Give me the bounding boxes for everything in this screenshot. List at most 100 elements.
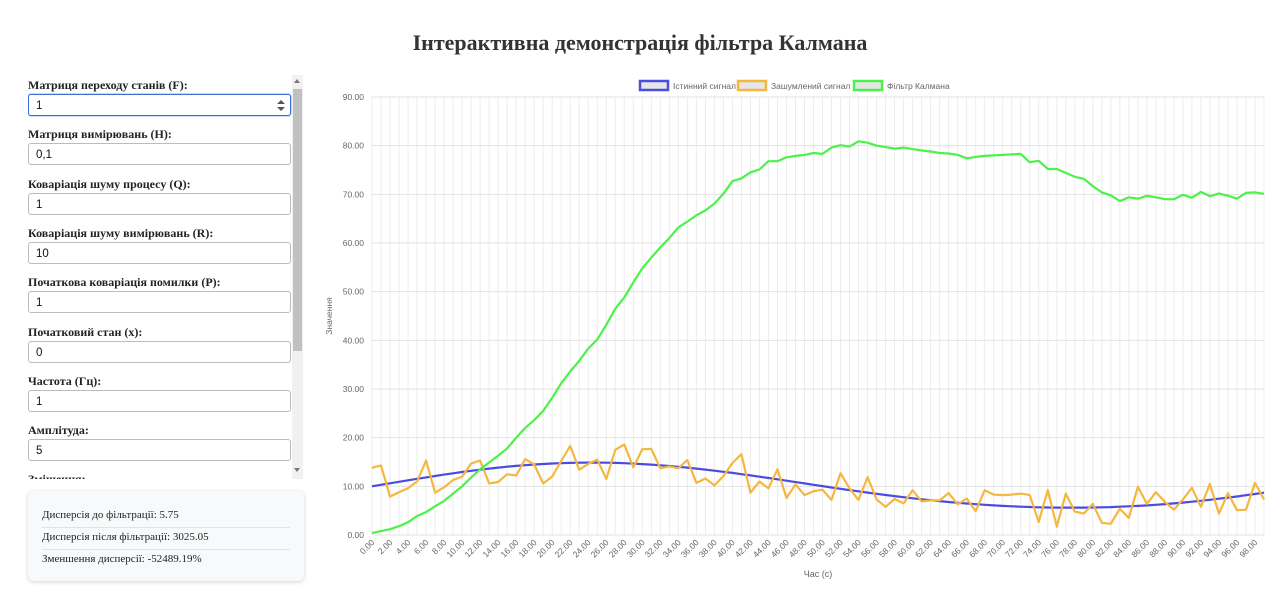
field-input[interactable]: 1	[28, 94, 291, 116]
control-field: Частота (Гц): 1	[28, 373, 292, 412]
x-tick-label: 58.00	[877, 537, 899, 559]
y-tick-label: 40.00	[343, 335, 365, 345]
series-line-1	[371, 443, 1265, 528]
x-tick-label: 36.00	[679, 537, 701, 559]
field-input[interactable]: 1	[28, 291, 291, 314]
x-tick-label: 46.00	[769, 537, 791, 559]
scroll-down-icon[interactable]	[294, 468, 300, 472]
x-tick-label: 82.00	[1093, 537, 1115, 559]
y-tick-label: 60.00	[343, 238, 365, 248]
field-value: 5	[36, 445, 43, 458]
field-label: Коваріація шуму процесу (Q):	[28, 176, 191, 191]
y-tick-label: 0.00	[347, 530, 364, 540]
field-label: Початковий стан (x):	[28, 324, 143, 339]
legend-swatch	[736, 79, 768, 92]
x-tick-label: 44.00	[751, 537, 773, 559]
x-tick-label: 76.00	[1039, 537, 1061, 559]
spinner-arrows-icon[interactable]	[277, 99, 285, 113]
controls-scrollbar[interactable]	[292, 75, 303, 479]
field-value: 0,1	[36, 149, 52, 162]
x-tick-label: 30.00	[625, 537, 647, 559]
control-field: Початкова коваріація помилки (P): 1	[28, 274, 292, 314]
y-tick-label: 70.00	[343, 189, 365, 199]
y-tick-label: 10.00	[343, 481, 365, 491]
x-tick-label: 26.00	[589, 537, 611, 559]
x-tick-label: 22.00	[553, 537, 575, 559]
field-value: 1	[36, 395, 43, 408]
x-tick-label: 94.00	[1201, 537, 1223, 559]
x-tick-label: 18.00	[516, 537, 538, 559]
x-tick-label: 34.00	[661, 537, 683, 559]
x-tick-label: 32.00	[643, 537, 665, 559]
field-value: 0	[36, 346, 43, 359]
x-tick-label: 68.00	[967, 537, 989, 559]
x-tick-label: 10.00	[444, 537, 466, 559]
y-tick-label: 50.00	[343, 287, 365, 297]
x-tick-label: 2.00	[376, 537, 395, 556]
field-label: Матриця вимірювань (H):	[28, 127, 172, 142]
field-label: Коваріація шуму вимірювань (R):	[28, 225, 214, 240]
scroll-up-icon[interactable]	[294, 79, 300, 83]
field-value: 1	[36, 198, 43, 211]
legend-swatch	[638, 79, 670, 92]
x-tick-label: 50.00	[805, 537, 827, 559]
legend-swatch	[852, 79, 884, 92]
x-tick-label: 98.00	[1237, 537, 1259, 559]
field-value: 10	[36, 247, 49, 260]
legend-label[interactable]: Фільтр Калмана	[887, 81, 950, 91]
x-tick-label: 42.00	[733, 537, 755, 559]
series-line-2	[371, 140, 1265, 535]
x-tick-label: 70.00	[985, 537, 1007, 559]
x-tick-label: 6.00	[412, 537, 431, 556]
control-field: Матриця вимірювань (H): 0,1	[28, 126, 292, 166]
x-axis-label: Час (с)	[804, 569, 833, 579]
x-tick-label: 52.00	[823, 537, 845, 559]
y-tick-label: 90.00	[343, 92, 365, 102]
x-tick-label: 28.00	[607, 537, 629, 559]
stats-divider	[42, 527, 290, 528]
field-input[interactable]: 1	[28, 192, 291, 215]
variance-after: Дисперсія після фільтрації: 3025.05	[42, 531, 209, 543]
field-label: Початкова коваріація помилки (P):	[28, 275, 221, 290]
field-input[interactable]: 0,1	[28, 143, 291, 166]
x-tick-label: 86.00	[1129, 537, 1151, 559]
legend-label[interactable]: Зашумлений сигнал	[771, 81, 850, 91]
x-tick-label: 62.00	[913, 537, 935, 559]
x-tick-label: 60.00	[895, 537, 917, 559]
variance-reduction: Зменшення дисперсії: -52489.19%	[42, 553, 202, 565]
x-tick-label: 64.00	[931, 537, 953, 559]
x-tick-label: 88.00	[1147, 537, 1169, 559]
y-tick-label: 30.00	[343, 384, 365, 394]
x-tick-label: 74.00	[1021, 537, 1043, 559]
field-input[interactable]: 5	[28, 439, 291, 462]
control-field: Коваріація шуму процесу (Q): 1	[28, 176, 292, 215]
x-tick-label: 96.00	[1219, 537, 1241, 559]
variance-before: Дисперсія до фільтрації: 5.75	[42, 509, 179, 521]
x-tick-label: 4.00	[394, 537, 413, 556]
x-tick-label: 38.00	[697, 537, 719, 559]
y-axis-label: Значення	[324, 297, 334, 335]
x-tick-label: 80.00	[1075, 537, 1097, 559]
legend-label[interactable]: Істинний сигнал	[673, 81, 736, 91]
field-value: 1	[36, 100, 43, 112]
control-field: Амплітуда: 5	[28, 422, 292, 462]
x-tick-label: 66.00	[949, 537, 971, 559]
x-tick-label: 54.00	[841, 537, 863, 559]
field-input[interactable]: 10	[28, 241, 291, 264]
stats-divider	[42, 549, 290, 550]
x-tick-label: 24.00	[571, 537, 593, 559]
field-input[interactable]: 1	[28, 389, 291, 412]
stats-panel: Дисперсія до фільтрації: 5.75 Дисперсія …	[28, 491, 304, 581]
x-tick-label: 16.00	[498, 537, 520, 559]
field-value: 1	[36, 297, 43, 310]
field-label: Амплітуда:	[28, 423, 89, 438]
control-field: Зміщення:	[28, 471, 292, 479]
x-tick-label: 72.00	[1003, 537, 1025, 559]
x-tick-label: 92.00	[1183, 537, 1205, 559]
control-field: Коваріація шуму вимірювань (R): 10	[28, 225, 292, 264]
x-tick-label: 84.00	[1111, 537, 1133, 559]
x-tick-label: 40.00	[715, 537, 737, 559]
scroll-thumb[interactable]	[293, 89, 302, 351]
x-tick-label: 48.00	[787, 537, 809, 559]
field-input[interactable]: 0	[28, 340, 291, 363]
